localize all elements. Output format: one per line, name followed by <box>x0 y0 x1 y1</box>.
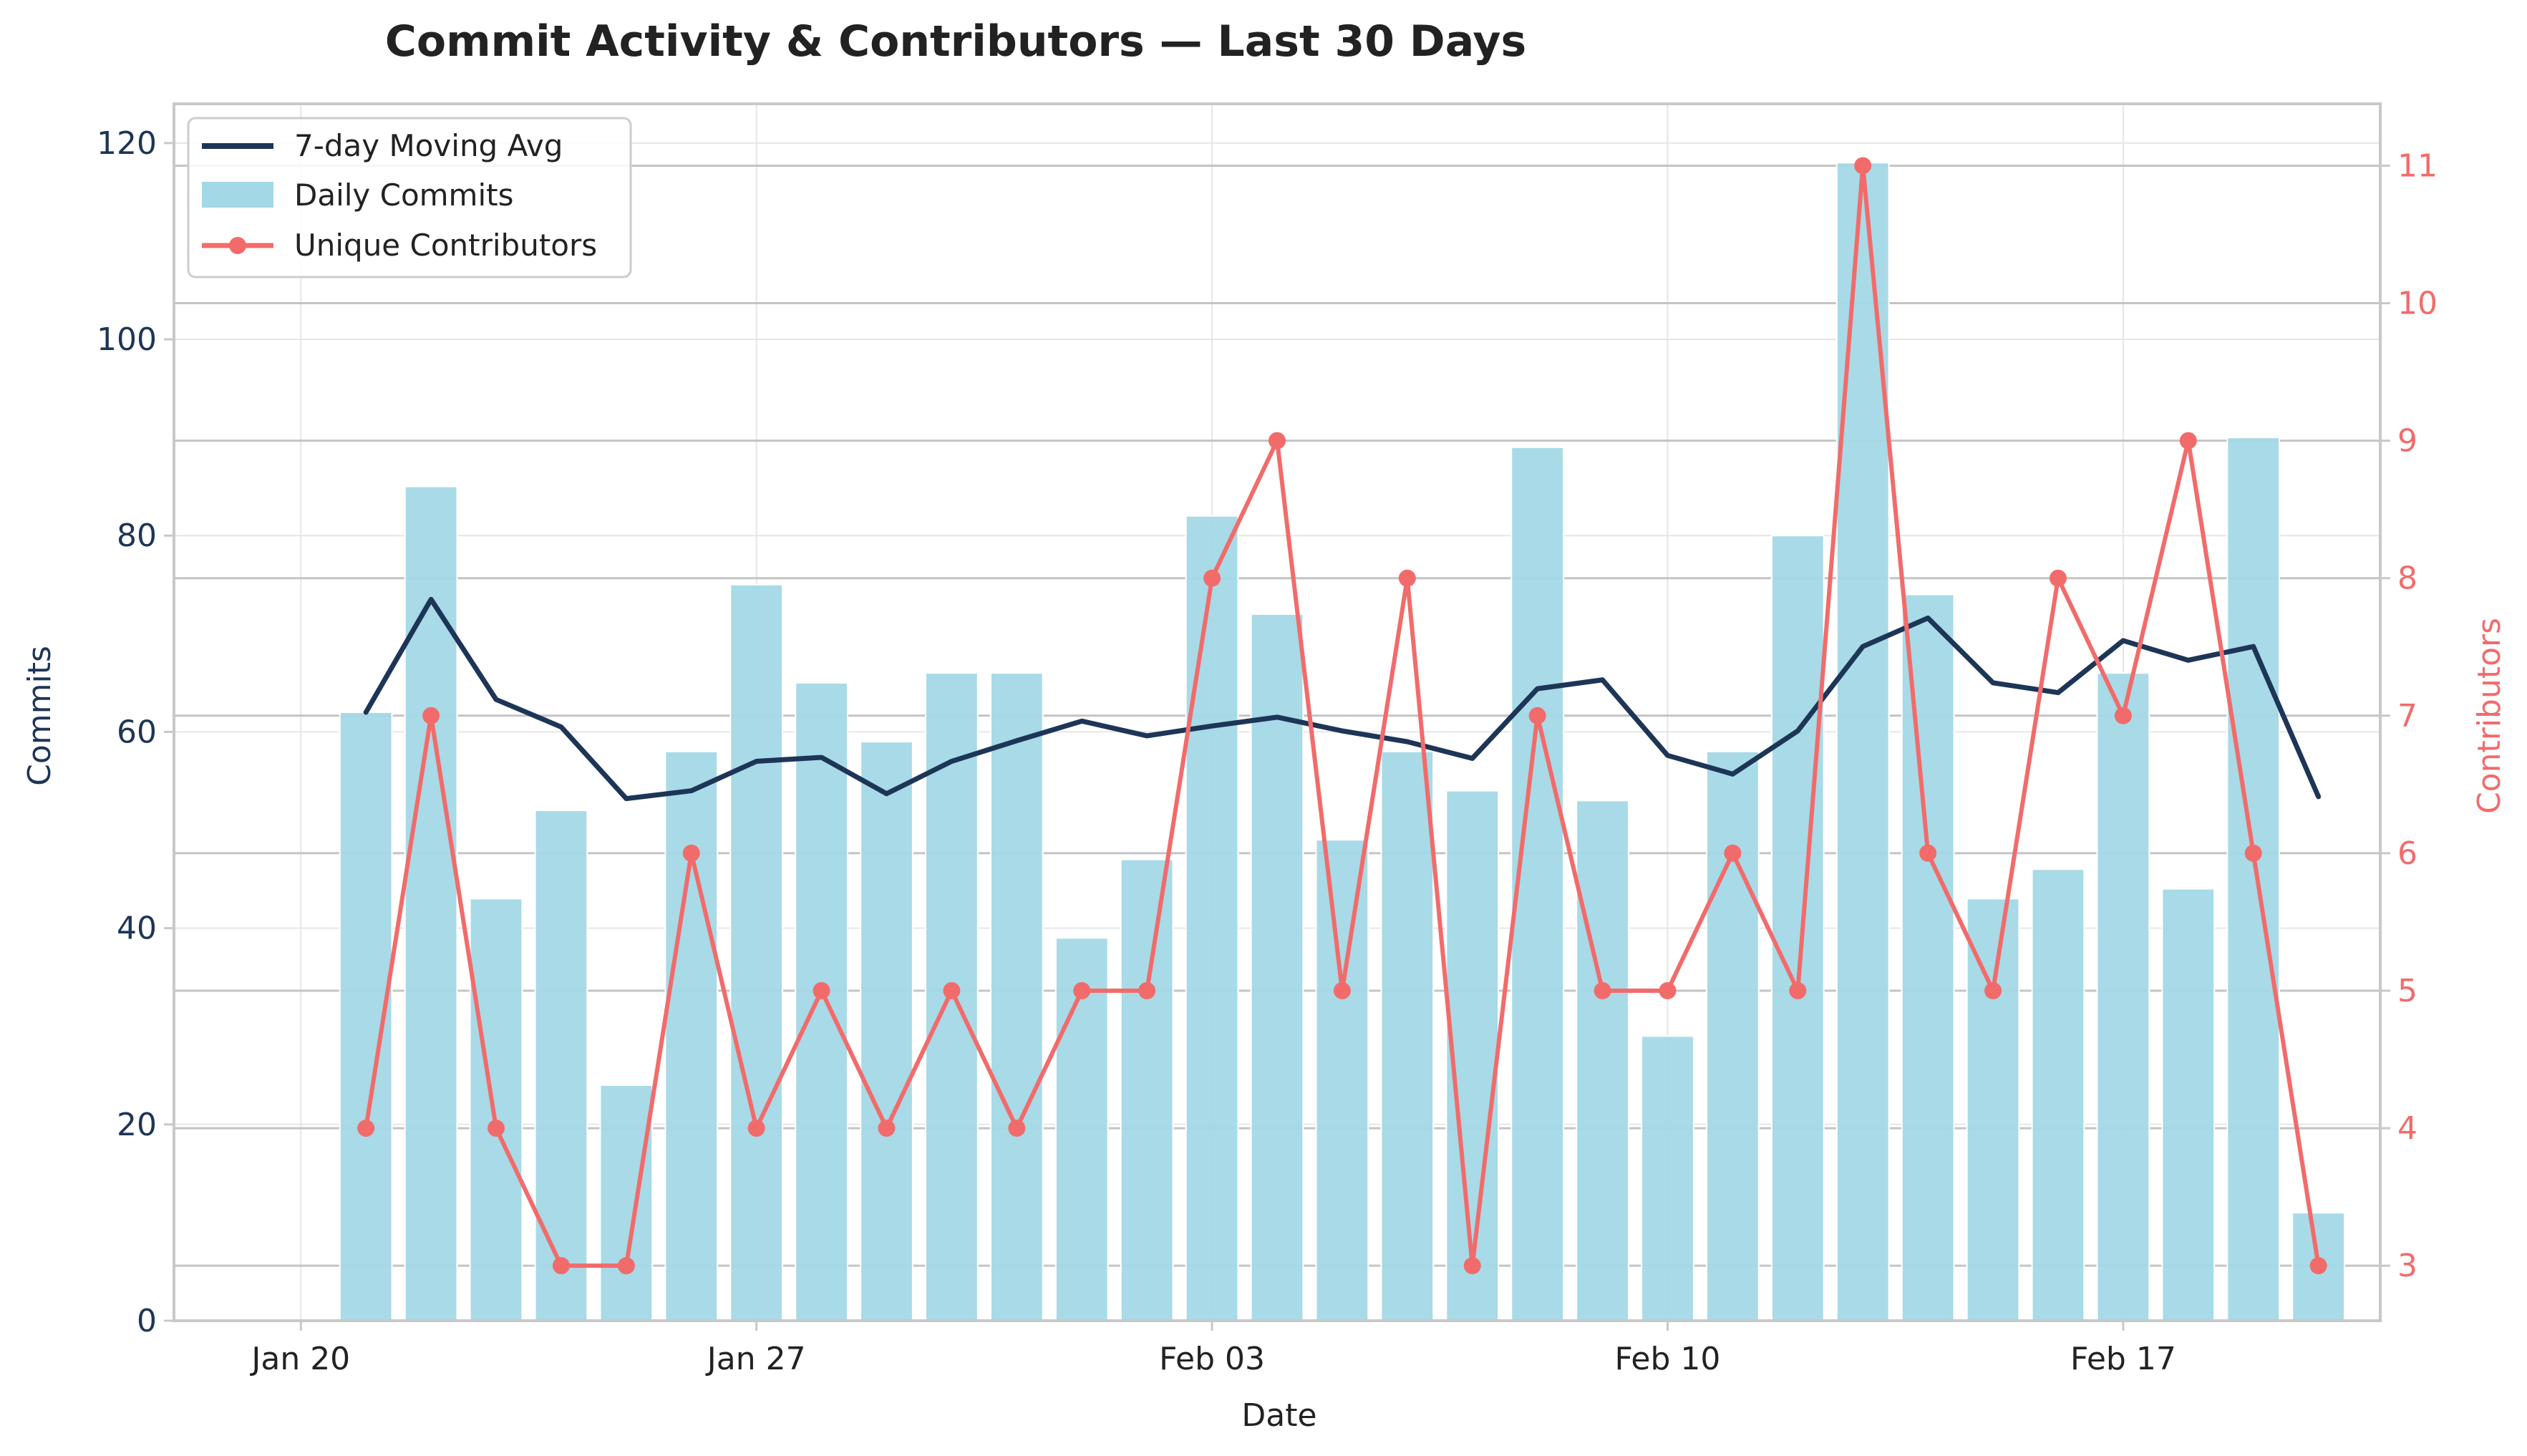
bar-daily-commits <box>1901 593 1955 1321</box>
bar-daily-commits <box>989 672 1044 1321</box>
legend-label-daily-commits: Daily Commits <box>294 178 514 213</box>
tick-label-y-0: 0 <box>137 1303 157 1339</box>
tick-label-y2-5: 5 <box>2397 973 2417 1009</box>
bar-daily-commits <box>1250 613 1304 1321</box>
point-contributors <box>1398 569 1416 587</box>
tick-label-y-100: 100 <box>97 321 157 358</box>
bar-daily-commits <box>2226 437 2281 1321</box>
tick-label-y-80: 80 <box>117 518 157 554</box>
tick-label-y-120: 120 <box>97 125 157 162</box>
legend-label-moving-avg: 7-day Moving Avg <box>294 128 563 163</box>
legend-marker-contributors <box>229 237 246 254</box>
y-axis-label: Commits <box>21 646 58 786</box>
point-contributors <box>878 1120 896 1137</box>
point-contributors <box>2244 844 2262 862</box>
bar-daily-commits <box>2096 672 2150 1321</box>
point-contributors <box>2179 432 2197 450</box>
bar-daily-commits <box>1641 1035 1694 1321</box>
tick-label-y-20: 20 <box>117 1107 157 1143</box>
point-contributors <box>552 1257 570 1275</box>
bar-daily-commits <box>1120 858 1174 1321</box>
tick-label-x-3: Feb 10 <box>1615 1341 1721 1377</box>
bars-daily-commits <box>339 162 2345 1322</box>
bar-daily-commits <box>860 741 913 1321</box>
point-contributors <box>1594 981 1611 999</box>
line-unique-contributors <box>357 157 2327 1275</box>
point-contributors <box>1463 1257 1481 1275</box>
bar-daily-commits <box>1966 898 2020 1321</box>
point-contributors <box>1138 981 1156 999</box>
chart-title: Commit Activity & Contributors — Last 30… <box>385 16 1526 67</box>
bar-daily-commits <box>729 583 784 1321</box>
tick-label-y2-6: 6 <box>2397 835 2417 872</box>
bar-daily-commits <box>469 898 523 1321</box>
bar-daily-commits <box>2161 888 2216 1321</box>
bar-daily-commits <box>1315 839 1369 1321</box>
y-axis-left-ticks: 0 20 40 60 80 100 120 <box>97 125 174 1339</box>
legend-label-contributors: Unique Contributors <box>294 228 597 263</box>
point-contributors <box>1984 981 2002 999</box>
point-contributors <box>682 844 700 862</box>
point-contributors <box>1073 981 1091 999</box>
tick-label-y2-3: 3 <box>2397 1248 2417 1284</box>
point-contributors <box>1659 981 1677 999</box>
tick-label-x-2: Feb 03 <box>1159 1341 1265 1377</box>
point-contributors <box>488 1120 505 1137</box>
point-contributors <box>357 1120 375 1137</box>
point-contributors <box>1008 1120 1026 1137</box>
tick-label-y2-11: 11 <box>2397 147 2438 184</box>
bar-daily-commits <box>1445 790 1500 1321</box>
point-contributors <box>1789 981 1807 999</box>
legend-swatch-daily-commits <box>202 182 273 208</box>
point-contributors <box>1269 432 1286 450</box>
point-contributors <box>747 1120 765 1137</box>
tick-label-y-40: 40 <box>117 911 157 947</box>
y-axis-right-label: Contributors <box>2471 618 2508 814</box>
tick-label-y2-9: 9 <box>2397 423 2417 460</box>
point-contributors <box>2309 1257 2327 1275</box>
point-contributors <box>1333 981 1351 999</box>
tick-label-x-0: Jan 20 <box>249 1341 350 1377</box>
bar-daily-commits <box>2031 868 2085 1321</box>
point-contributors <box>813 981 830 999</box>
bar-daily-commits <box>1706 750 1760 1322</box>
tick-label-y2-8: 8 <box>2397 560 2417 597</box>
point-contributors <box>1724 844 1742 862</box>
tick-label-y-60: 60 <box>117 714 157 750</box>
bar-daily-commits <box>1576 800 1629 1321</box>
point-contributors <box>943 981 961 999</box>
plot-frame <box>173 102 2382 1322</box>
x-axis-label: Date <box>1241 1397 1316 1434</box>
y-axis-right-ticks: 3 4 5 6 7 8 9 10 11 <box>2380 147 2438 1284</box>
point-contributors <box>617 1257 635 1275</box>
point-contributors <box>1203 569 1221 587</box>
bar-daily-commits <box>599 1084 654 1322</box>
point-contributors <box>1854 157 1872 175</box>
bar-daily-commits <box>404 485 458 1322</box>
bar-daily-commits <box>664 750 719 1322</box>
bar-daily-commits <box>1770 535 1825 1321</box>
tick-label-y2-10: 10 <box>2397 286 2438 322</box>
point-contributors <box>422 707 440 724</box>
tick-label-y2-7: 7 <box>2397 698 2417 734</box>
point-contributors <box>1919 844 1937 862</box>
point-contributors <box>2049 569 2067 587</box>
bar-daily-commits <box>1380 750 1435 1322</box>
series-line-moving-average <box>363 596 2322 802</box>
legend-frame <box>187 117 632 278</box>
tick-label-y2-4: 4 <box>2397 1110 2417 1147</box>
point-contributors <box>1528 707 1546 724</box>
tick-label-x-1: Jan 27 <box>705 1341 806 1377</box>
line-moving-average <box>363 596 2322 802</box>
bar-daily-commits <box>795 681 848 1321</box>
x-axis-ticks: Jan 20 Jan 27 Feb 03 Feb 10 Feb 17 <box>249 1321 2176 1377</box>
point-contributors <box>2114 707 2132 724</box>
bar-daily-commits <box>1054 937 1109 1322</box>
bar-daily-commits <box>534 810 588 1321</box>
bar-daily-commits <box>1185 515 1239 1322</box>
tick-label-x-4: Feb 17 <box>2070 1341 2176 1377</box>
legend: 7-day Moving Avg Daily Commits Unique Co… <box>187 117 632 278</box>
